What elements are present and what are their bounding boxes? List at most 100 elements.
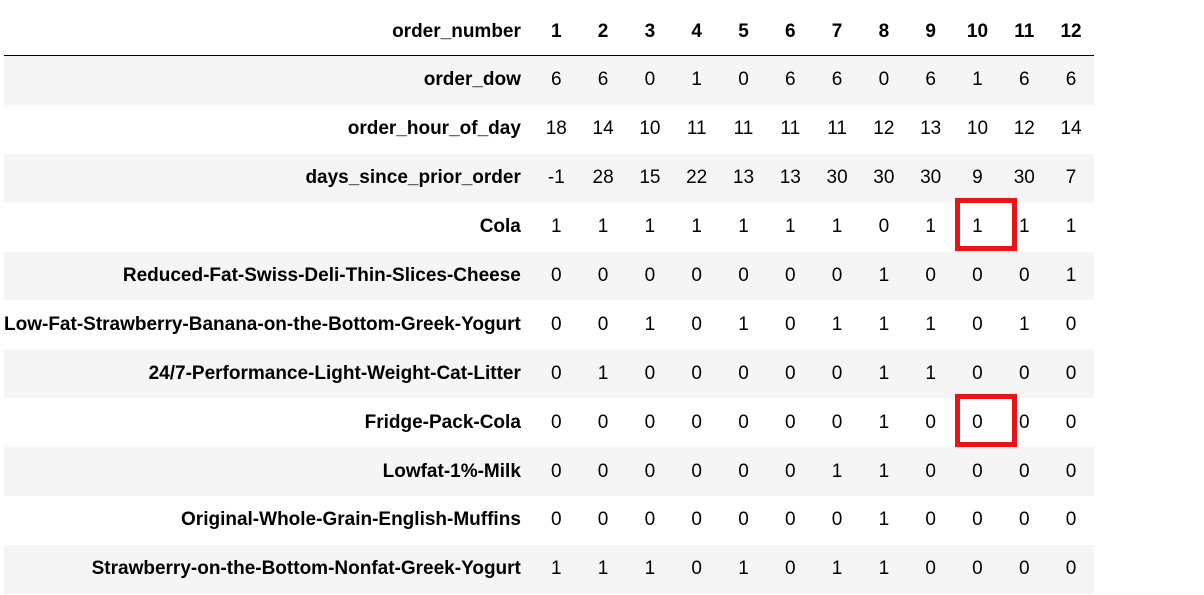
table-cell: 1 bbox=[1018, 313, 1030, 335]
table-header: order_number 1 2 3 4 5 6 7 8 9 10 11 12 bbox=[4, 8, 1095, 56]
table-row: Cola 1 1 1 1 1 1 1 0 1 1 1 1 bbox=[4, 202, 1095, 252]
index-name-header: order_number bbox=[4, 8, 533, 56]
column-header: 7 bbox=[813, 8, 861, 56]
table-cell: 6 bbox=[597, 69, 609, 91]
table-row: order_dow 6 6 0 1 0 6 6 0 6 1 6 6 bbox=[4, 55, 1095, 105]
table-row: Fridge-Pack-Cola 0 0 0 0 0 0 0 1 0 0 0 0 bbox=[4, 398, 1095, 448]
table-cell: 1 bbox=[972, 216, 983, 238]
table-cell: 1 bbox=[878, 558, 890, 580]
table-cell: 0 bbox=[831, 411, 843, 433]
table-cell: 1 bbox=[644, 558, 656, 580]
table-cell: 0 bbox=[644, 69, 656, 91]
table-cell: 0 bbox=[831, 362, 843, 384]
table-cell: -1 bbox=[547, 167, 565, 189]
table-cell: 1 bbox=[738, 216, 749, 238]
table-cell: 0 bbox=[738, 265, 749, 286]
table-cell: 7 bbox=[1065, 167, 1077, 189]
row-label: Original-Whole-Grain-English-Muffins bbox=[181, 509, 521, 531]
table-cell: 14 bbox=[592, 118, 614, 140]
column-header: 4 bbox=[673, 8, 721, 56]
table-cell: 11 bbox=[827, 118, 847, 140]
table-cell: 0 bbox=[691, 411, 702, 433]
table-cell: 0 bbox=[644, 411, 656, 433]
table-cell: 0 bbox=[972, 313, 983, 335]
table-cell: 30 bbox=[920, 167, 942, 189]
table-cell: 0 bbox=[1065, 313, 1077, 335]
table-cell: 0 bbox=[597, 509, 609, 531]
table-cell: 30 bbox=[873, 167, 895, 189]
table-cell: 0 bbox=[1018, 460, 1030, 482]
column-header: 10 bbox=[954, 8, 1001, 56]
table-cell: 0 bbox=[738, 362, 749, 384]
table-cell: 0 bbox=[1065, 460, 1077, 482]
table-cell: 13 bbox=[779, 167, 801, 189]
row-label: Reduced-Fat-Swiss-Deli-Thin-Slices-Chees… bbox=[122, 265, 521, 286]
table-cell: 0 bbox=[784, 460, 796, 482]
table-cell: 11 bbox=[686, 118, 707, 140]
column-header: 6 bbox=[766, 8, 814, 56]
table-cell: 6 bbox=[784, 69, 796, 91]
table-cell: 6 bbox=[925, 69, 936, 91]
column-header: 2 bbox=[579, 8, 627, 56]
table-cell: 0 bbox=[925, 460, 936, 482]
table-cell: 11 bbox=[780, 118, 801, 140]
table-cell: 0 bbox=[644, 460, 656, 482]
table-cell: 0 bbox=[784, 362, 796, 384]
column-header: 1 bbox=[532, 8, 580, 56]
table-cell: 0 bbox=[644, 265, 656, 286]
table-row: Lowfat-1%-Milk 0 0 0 0 0 0 1 1 0 0 0 0 bbox=[4, 447, 1095, 497]
header-row: order_number 1 2 3 4 5 6 7 8 9 10 11 12 bbox=[4, 8, 1095, 56]
table-cell: 6 bbox=[551, 69, 562, 91]
table-cell: 1 bbox=[831, 216, 843, 238]
table-cell: 1 bbox=[878, 411, 890, 433]
table-cell: 12 bbox=[1013, 118, 1035, 140]
table-cell: 1 bbox=[831, 460, 843, 482]
table-cell: 0 bbox=[597, 460, 609, 482]
table-cell: 1 bbox=[738, 558, 749, 580]
table-cell: 0 bbox=[831, 265, 843, 286]
table-cell: 0 bbox=[784, 558, 796, 580]
table-cell: 0 bbox=[925, 558, 936, 580]
table-cell: 0 bbox=[551, 362, 562, 384]
row-label: Fridge-Pack-Cola bbox=[364, 411, 521, 433]
table-cell: 0 bbox=[551, 265, 562, 286]
table-body: order_dow 6 6 0 1 0 6 6 0 6 1 6 6 order_hour_of_day 18… bbox=[4, 55, 1095, 594]
table-cell: 11 bbox=[733, 118, 754, 140]
table-cell: 0 bbox=[738, 411, 749, 433]
column-header: 3 bbox=[626, 8, 674, 56]
table-cell: 0 bbox=[784, 509, 796, 531]
table-cell: 6 bbox=[1065, 69, 1077, 91]
table-cell: 13 bbox=[920, 118, 942, 140]
table-cell: 0 bbox=[691, 509, 702, 531]
row-label: Lowfat-1%-Milk bbox=[382, 460, 521, 482]
table-cell: 1 bbox=[691, 216, 702, 238]
table-cell: 0 bbox=[784, 265, 796, 286]
table-cell: 0 bbox=[972, 362, 983, 384]
table-cell: 0 bbox=[925, 265, 936, 286]
table-cell: 1 bbox=[878, 509, 890, 531]
table-cell: 0 bbox=[972, 460, 983, 482]
table-cell: 0 bbox=[1018, 411, 1030, 433]
table-cell: 10 bbox=[639, 118, 661, 140]
table-row: Original-Whole-Grain-English-Muffins 0 0 0 0… bbox=[4, 496, 1095, 545]
table-cell: 0 bbox=[878, 69, 890, 91]
table-cell: 0 bbox=[972, 411, 983, 433]
table-cell: 15 bbox=[639, 167, 661, 189]
table-cell: 0 bbox=[1018, 558, 1030, 580]
table-cell: 1 bbox=[597, 558, 609, 580]
table-cell: 1 bbox=[551, 558, 562, 580]
table-cell: 0 bbox=[691, 558, 702, 580]
table-cell: 10 bbox=[966, 118, 989, 140]
table-row: Reduced-Fat-Swiss-Deli-Thin-Slices-Chees… bbox=[4, 251, 1095, 301]
table-cell: 0 bbox=[925, 509, 936, 531]
row-label: order_dow bbox=[423, 69, 521, 91]
table-cell: 0 bbox=[878, 216, 890, 238]
table-cell: 1 bbox=[784, 216, 796, 238]
table-cell: 0 bbox=[1018, 362, 1030, 384]
table-cell: 1 bbox=[925, 313, 936, 335]
table-cell: 0 bbox=[597, 313, 609, 335]
table-cell: 0 bbox=[1065, 362, 1077, 384]
table-cell: 1 bbox=[597, 362, 609, 384]
row-label: order_hour_of_day bbox=[347, 118, 521, 140]
